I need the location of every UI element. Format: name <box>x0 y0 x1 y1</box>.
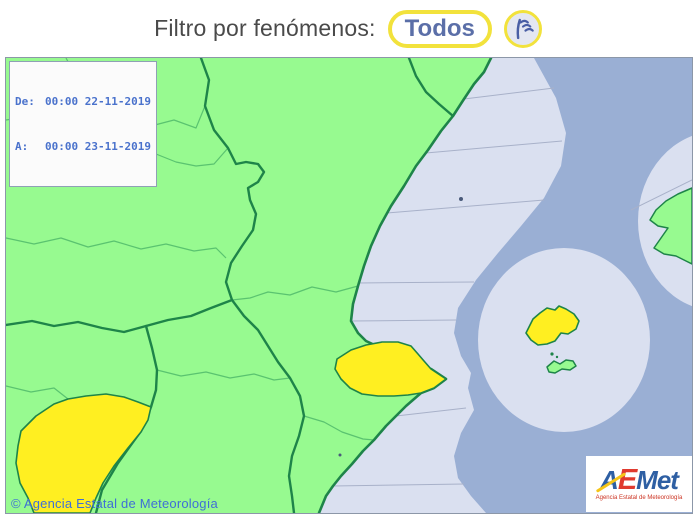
filter-label: Filtro por fenómenos: <box>154 15 376 41</box>
date-to-row: A: 00:00 23-11-2019 <box>15 139 151 154</box>
date-from-value: 00:00 22-11-2019 <box>45 95 151 108</box>
warning-area-coastal[interactable] <box>334 341 447 397</box>
date-from-row: De: 00:00 22-11-2019 <box>15 94 151 109</box>
date-from-label: De: <box>15 95 35 108</box>
wind-barb-icon <box>516 18 534 39</box>
coastal-waters-band <box>319 58 566 513</box>
mallorca-island <box>649 187 692 265</box>
warnings-map[interactable]: De: 00:00 22-11-2019 A: 00:00 23-11-2019 ©… <box>5 57 693 514</box>
phenomena-wind-button[interactable] <box>503 9 542 48</box>
date-to-value: 00:00 23-11-2019 <box>45 140 151 153</box>
maritime-zone-dividers <box>332 87 692 487</box>
ibiza-coastal-halo <box>478 248 650 432</box>
aemet-logo: AEMet Agencia Estatal de Meteorología <box>586 456 692 512</box>
date-to-label: A: <box>15 140 29 153</box>
logo-letters-met: Met <box>636 465 679 495</box>
ibiza-warning-island[interactable] <box>525 305 580 346</box>
aemet-logo-wordmark: AEMet <box>595 464 679 496</box>
phenomena-filter-bar: Filtro por fenómenos: Todos <box>0 0 696 57</box>
logo-letter-e: E <box>617 464 637 496</box>
islet-dots <box>338 197 559 457</box>
copyright-text: © Agencia Estatal de Meteorología <box>11 496 218 511</box>
formentera-island <box>546 359 577 374</box>
date-range-box: De: 00:00 22-11-2019 A: 00:00 23-11-2019 <box>9 61 157 187</box>
filter-todos-button[interactable]: Todos <box>387 9 492 48</box>
aemet-logo-subtext: Agencia Estatal de Meteorología <box>595 495 683 501</box>
filter-todos-label: Todos <box>404 14 475 42</box>
coastline <box>317 58 493 513</box>
warning-area-inland[interactable] <box>15 393 152 513</box>
